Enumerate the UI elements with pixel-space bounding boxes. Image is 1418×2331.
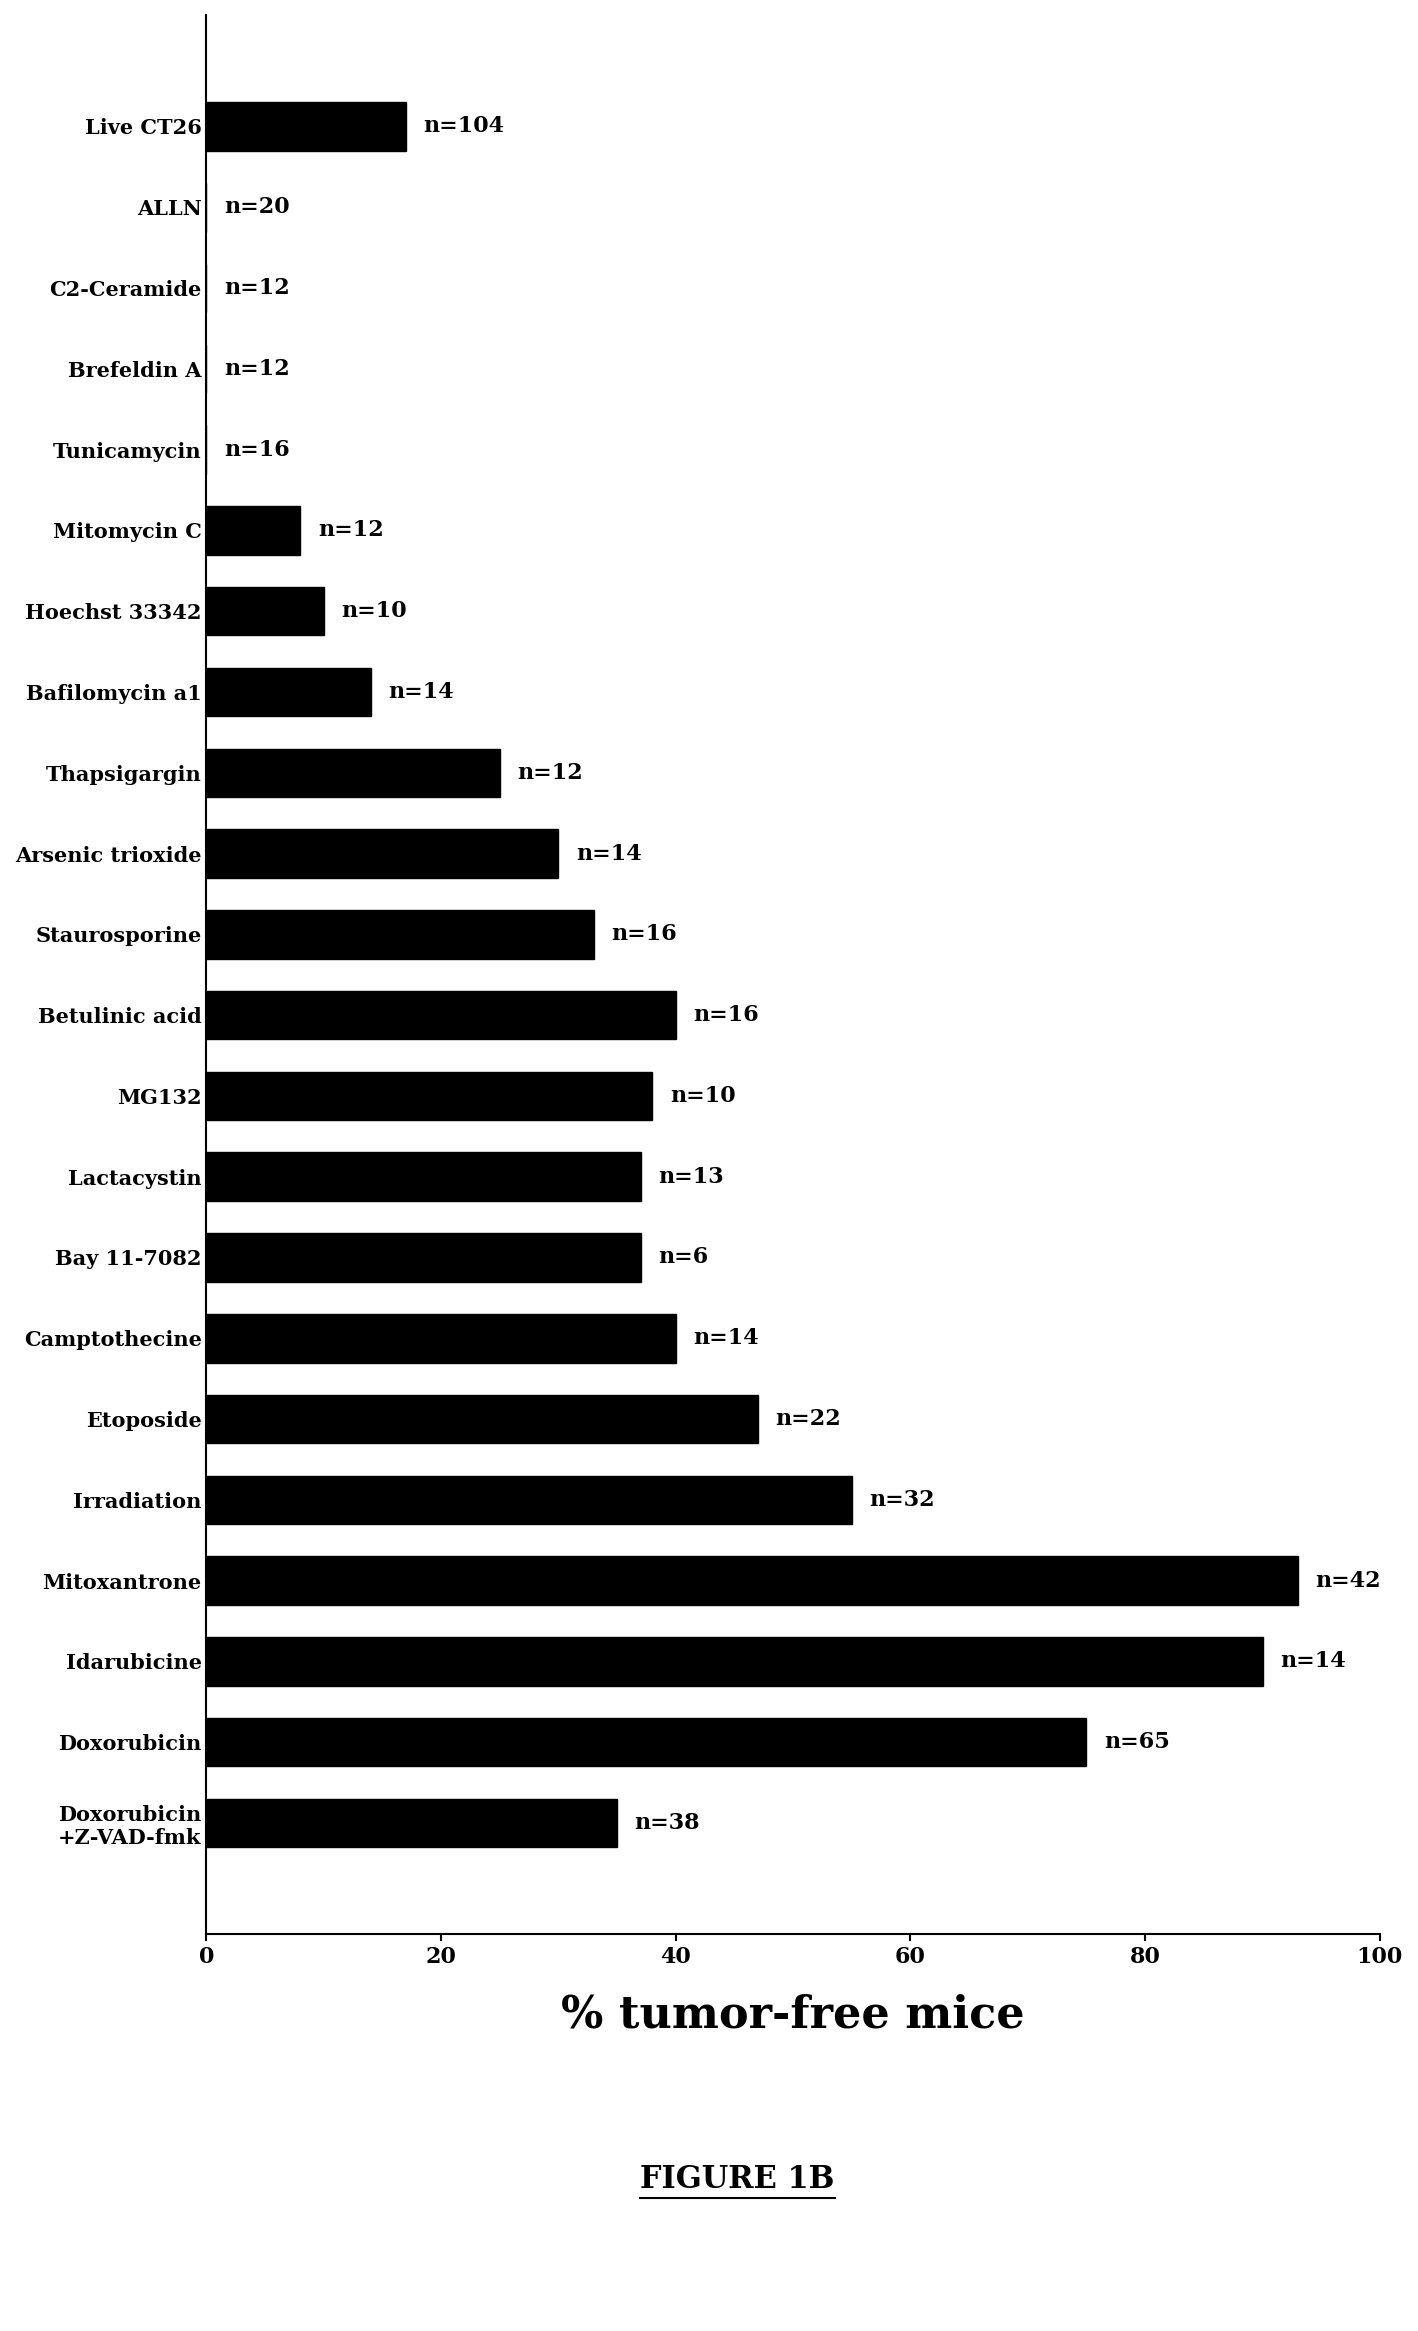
Text: n=10: n=10: [342, 599, 407, 622]
Text: n=16: n=16: [611, 923, 676, 946]
Text: n=22: n=22: [776, 1408, 841, 1429]
Bar: [207, 1800, 617, 1846]
Text: n=13: n=13: [658, 1166, 723, 1189]
Text: n=10: n=10: [669, 1084, 736, 1107]
Text: n=12: n=12: [518, 762, 583, 783]
Bar: [207, 909, 594, 958]
Text: n=104: n=104: [424, 117, 505, 138]
Bar: [207, 1636, 1262, 1685]
Bar: [207, 830, 559, 879]
Bar: [207, 587, 323, 636]
Text: n=32: n=32: [869, 1490, 934, 1510]
Bar: [207, 1718, 1086, 1767]
Bar: [207, 667, 370, 716]
Bar: [207, 506, 301, 555]
Bar: [207, 1072, 652, 1121]
Text: n=38: n=38: [635, 1811, 700, 1834]
Text: n=12: n=12: [318, 520, 384, 541]
Text: n=14: n=14: [693, 1326, 759, 1350]
Bar: [207, 991, 676, 1040]
Text: n=14: n=14: [576, 841, 641, 865]
Text: n=16: n=16: [224, 438, 289, 462]
Text: n=6: n=6: [658, 1247, 709, 1268]
Text: n=42: n=42: [1316, 1569, 1381, 1592]
Bar: [207, 103, 406, 152]
X-axis label: % tumor-free mice: % tumor-free mice: [562, 1993, 1025, 2037]
Bar: [207, 1233, 641, 1282]
Bar: [207, 1315, 676, 1364]
Bar: [207, 1394, 757, 1443]
Bar: [207, 1557, 1297, 1604]
Bar: [207, 1476, 852, 1524]
Bar: [207, 748, 499, 797]
Text: FIGURE 1B: FIGURE 1B: [640, 2163, 835, 2196]
Text: n=16: n=16: [693, 1005, 759, 1026]
Text: n=20: n=20: [224, 196, 289, 219]
Bar: [207, 1152, 641, 1200]
Text: n=65: n=65: [1105, 1732, 1170, 1753]
Text: n=14: n=14: [1280, 1650, 1346, 1671]
Text: n=12: n=12: [224, 359, 289, 380]
Text: n=14: n=14: [389, 681, 454, 704]
Text: n=12: n=12: [224, 277, 289, 298]
